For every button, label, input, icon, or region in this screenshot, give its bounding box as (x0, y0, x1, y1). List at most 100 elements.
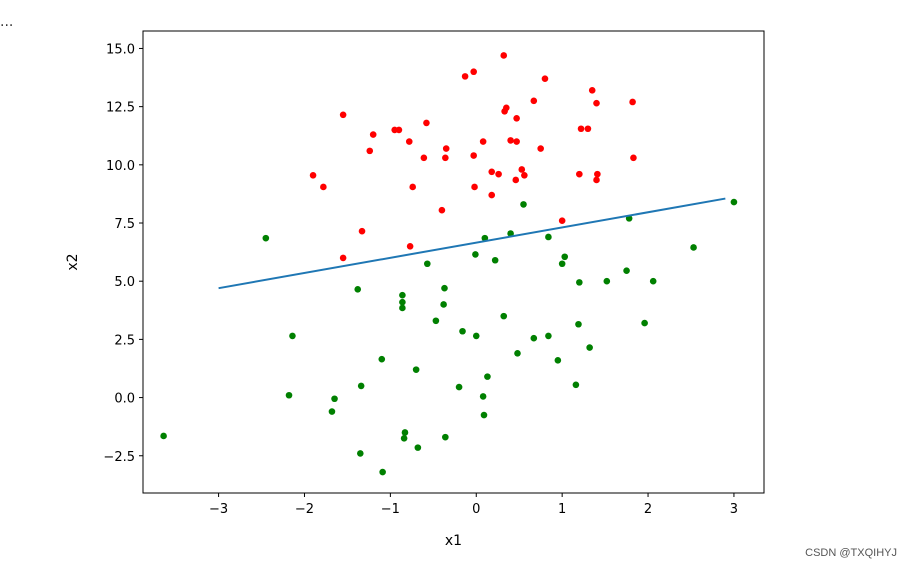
scatter-point (160, 432, 167, 440)
scatter-point (588, 87, 596, 94)
scatter-point (409, 183, 417, 191)
scatter-point (442, 145, 450, 152)
x-axis-label: x1 (445, 533, 462, 549)
scatter-point (470, 152, 477, 159)
x-tick-label: 3 (730, 502, 738, 517)
scatter-point (424, 260, 431, 268)
y-tick-label: 10.0 (106, 159, 135, 174)
scatter-point (354, 286, 362, 293)
y-tick-label: −2.5 (103, 450, 135, 465)
scatter-point (641, 319, 648, 327)
axes-frame (142, 30, 765, 494)
scatter-point (481, 234, 489, 242)
scatter-point (593, 176, 600, 184)
scatter-point (366, 147, 374, 155)
scatter-point (572, 381, 580, 389)
y-tick-label: 2.5 (114, 333, 135, 348)
scatter-point (545, 332, 552, 340)
scatter-point (328, 408, 336, 415)
scatter-point (358, 227, 366, 235)
data-layer (160, 52, 738, 476)
scatter-point (521, 172, 528, 179)
y-tick-label: 0.0 (114, 392, 135, 407)
scatter-point (442, 433, 449, 441)
x-tick-label: −3 (209, 502, 228, 517)
scatter-point (369, 131, 377, 138)
scatter-point (339, 254, 347, 262)
scatter-point (461, 73, 469, 80)
scatter-point (414, 444, 422, 451)
x-tick-label: 1 (558, 502, 566, 517)
scatter-point (500, 312, 508, 320)
scatter-point (629, 98, 636, 106)
x-tick-label: 2 (644, 502, 652, 517)
y-tick-label: 5.0 (114, 275, 135, 290)
scatter-point (399, 298, 406, 306)
decision-boundary-line (218, 197, 726, 290)
scatter-point (423, 119, 430, 127)
x-tick-label: 0 (472, 502, 480, 517)
scatter-point (518, 166, 526, 173)
scatter-point (399, 291, 406, 299)
scatter-point (484, 373, 491, 380)
scatter-point (514, 350, 521, 357)
scatter-point (471, 183, 478, 191)
y-axis-ticks: −2.5 0.0 2.5 5.0 7.5 10.0 12.5 15.0 (103, 42, 143, 465)
ellipsis-text: ... (0, 14, 14, 30)
scatter-point (440, 301, 447, 308)
scatter-point (320, 183, 327, 191)
scatter-point (586, 344, 593, 351)
scatter-point (558, 217, 566, 224)
scatter-point (285, 391, 293, 399)
scatter-point (594, 170, 601, 178)
scatter-point (442, 154, 449, 162)
scatter-point (472, 251, 479, 258)
scatter-point (289, 332, 296, 340)
scatter-point (603, 277, 611, 285)
scatter-point (558, 260, 566, 268)
scatter-point (480, 411, 488, 419)
scatter-point (479, 393, 487, 400)
scatter-point (472, 332, 480, 340)
plot-area (142, 30, 765, 494)
scatter-point (576, 170, 583, 178)
scatter-point (331, 395, 338, 403)
scatter-point (432, 317, 440, 325)
y-tick-label: 15.0 (106, 42, 135, 57)
scatter-point (399, 304, 406, 312)
scatter-point (593, 99, 600, 107)
scatter-point (339, 111, 347, 119)
scatter-point (537, 145, 544, 152)
scatter-point (649, 277, 657, 285)
scatter-point (309, 172, 317, 179)
scatter-point (545, 233, 552, 241)
y-tick-label: 12.5 (106, 101, 135, 116)
scatter-point (441, 284, 448, 292)
scatter-point (530, 97, 538, 105)
scatter-point (690, 244, 697, 251)
scatter-point (507, 137, 514, 144)
scatter-point (495, 170, 502, 178)
scatter-point (561, 253, 569, 261)
scatter-point (379, 468, 386, 476)
y-tick-label: 7.5 (114, 217, 135, 232)
scatter-point (479, 138, 487, 145)
scatter-point (412, 366, 420, 373)
watermark-text: CSDN @TXQIHYJ (805, 547, 897, 559)
scatter-point (500, 52, 508, 59)
scatter-point (554, 357, 562, 364)
scatter-point (406, 242, 414, 250)
y-axis-label: x2 (65, 253, 81, 270)
scatter-point (378, 355, 386, 363)
scatter-point (575, 320, 582, 328)
scatter-point (459, 327, 466, 335)
x-tick-label: −2 (295, 502, 314, 517)
scatter-point (576, 279, 583, 286)
scatter-point (400, 435, 408, 442)
scatter-point (730, 198, 738, 206)
scatter-point (357, 382, 365, 390)
scatter-point (530, 334, 538, 342)
scatter-point (512, 176, 520, 184)
scatter-point (488, 191, 496, 199)
